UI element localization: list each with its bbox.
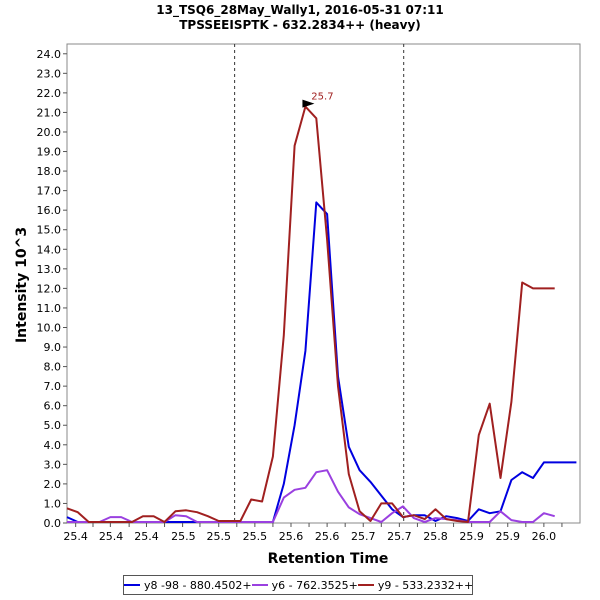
x-tick-label: 25.9 xyxy=(495,530,520,543)
chart-subtitle: TPSSEEISPTK - 632.2834++ (heavy) xyxy=(179,18,421,32)
series-line xyxy=(67,469,555,523)
y-tick-label: 2.0 xyxy=(44,478,62,491)
y-tick-label: 8.0 xyxy=(44,361,62,374)
y-tick-label: 22.0 xyxy=(37,87,62,100)
y-tick-label: 10.0 xyxy=(37,321,62,334)
x-tick-label: 25.4 xyxy=(63,530,88,543)
legend-swatch xyxy=(251,584,268,586)
x-axis-label: Retention Time xyxy=(268,551,389,567)
y-tick-label: 18.0 xyxy=(37,165,62,178)
x-tick-label: 25.5 xyxy=(243,530,268,543)
y-tick-label: 12.0 xyxy=(37,282,62,295)
y-tick-label: 0.0 xyxy=(44,517,62,530)
y-tick-label: 13.0 xyxy=(37,263,62,276)
x-tick-label: 25.6 xyxy=(315,530,340,543)
legend-item: y8 -98 - 880.4502+ xyxy=(124,579,252,592)
x-tick-label: 25.4 xyxy=(99,530,124,543)
x-tick-label: 25.4 xyxy=(134,530,159,543)
peak-marker xyxy=(302,99,315,108)
y-tick-label: 20.0 xyxy=(37,126,62,139)
y-tick-label: 5.0 xyxy=(44,419,62,432)
x-tick-label: 25.9 xyxy=(459,530,484,543)
y-tick-label: 1.0 xyxy=(44,497,62,510)
x-tick-label: 25.7 xyxy=(387,530,412,543)
peak-label: 25.7 xyxy=(311,92,333,103)
y-tick-label: 7.0 xyxy=(44,380,62,393)
x-tick-label: 25.7 xyxy=(351,530,376,543)
legend-label: y9 - 533.2332++ xyxy=(377,578,474,592)
series-line xyxy=(66,105,555,523)
plot-area xyxy=(66,43,581,524)
y-tick-label: 6.0 xyxy=(44,400,62,413)
y-tick-label: 9.0 xyxy=(44,341,62,354)
y-tick-label: 3.0 xyxy=(44,458,62,471)
y-tick-label: 21.0 xyxy=(37,106,62,119)
y-tick-label: 17.0 xyxy=(37,185,62,198)
y-tick-label: 4.0 xyxy=(44,439,62,452)
legend: y8 -98 - 880.4502+ y6 - 762.3525+ y9 - 533… xyxy=(123,575,473,595)
y-axis-label: Intensity 10^3 xyxy=(14,227,30,343)
y-tick-label: 24.0 xyxy=(37,48,62,61)
y-tick-label: 16.0 xyxy=(37,204,62,217)
y-tick-label: 15.0 xyxy=(37,224,62,237)
legend-swatch xyxy=(124,584,140,586)
x-tick-label: 25.5 xyxy=(206,530,231,543)
legend-item: y6 - 762.3525+ xyxy=(251,578,358,592)
x-tick-label: 25.8 xyxy=(423,530,448,543)
y-tick-label: 11.0 xyxy=(37,302,62,315)
x-tick-label: 25.6 xyxy=(279,530,304,543)
legend-label: y8 -98 - 880.4502+ xyxy=(144,578,252,592)
x-tick-label: 25.5 xyxy=(171,530,196,543)
legend-label: y6 - 762.3525+ xyxy=(271,578,358,592)
y-tick-label: 14.0 xyxy=(37,243,62,256)
y-tick-label: 23.0 xyxy=(37,67,62,80)
x-tick-label: 26.0 xyxy=(532,530,557,543)
legend-item: y9 - 533.2332++ xyxy=(357,578,474,592)
y-tick-label: 19.0 xyxy=(37,146,62,159)
legend-swatch xyxy=(357,584,374,586)
chart-title: 13_TSQ6_28May_Wally1, 2016-05-31 07:11 xyxy=(156,3,444,17)
